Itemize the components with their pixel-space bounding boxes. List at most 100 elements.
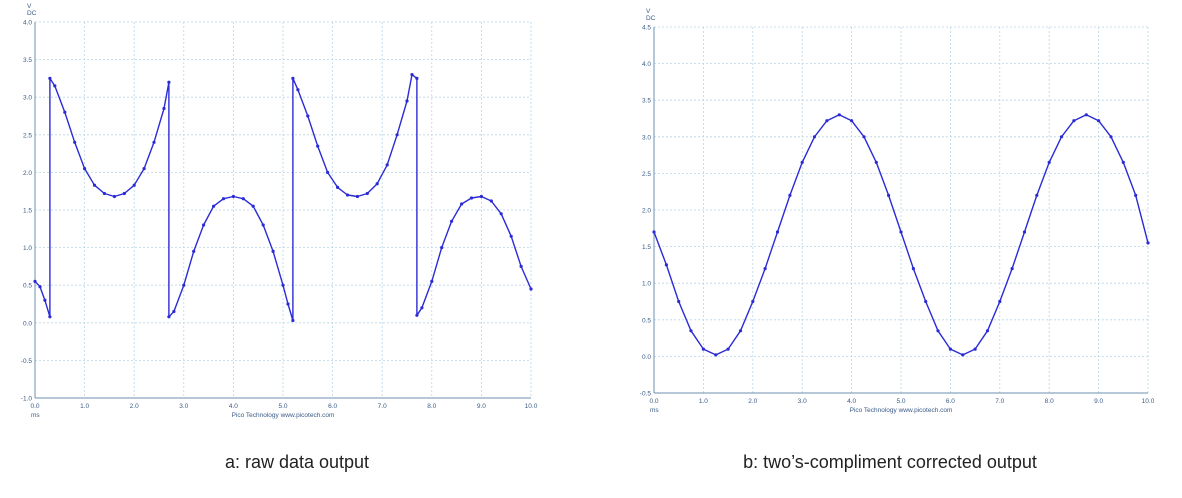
data-point: [519, 264, 523, 268]
data-point: [1047, 160, 1051, 164]
data-point: [395, 133, 399, 137]
data-point: [1121, 160, 1125, 164]
data-point: [316, 144, 320, 148]
x-tick-label: 3.0: [798, 398, 807, 405]
data-point: [837, 113, 841, 117]
data-point: [440, 246, 444, 250]
data-point: [874, 160, 878, 164]
y-tick-label: 0.5: [642, 317, 651, 324]
data-point: [38, 285, 42, 289]
y-tick-label: 2.0: [642, 208, 651, 215]
data-point: [102, 191, 106, 196]
y-tick-label: 3.5: [642, 98, 651, 105]
data-point: [973, 347, 977, 351]
x-tick-label: 6.0: [328, 403, 337, 410]
data-point: [911, 267, 916, 271]
x-tick-label: 2.0: [748, 398, 757, 405]
y-unit-label: V: [27, 3, 32, 10]
data-point: [73, 140, 77, 144]
y-tick-label: 2.5: [23, 132, 32, 139]
data-point: [271, 249, 275, 253]
data-point: [899, 230, 903, 234]
data-point: [788, 193, 792, 197]
data-point: [450, 219, 454, 223]
x-tick-label: 7.0: [995, 398, 1004, 405]
data-point: [405, 99, 409, 103]
data-point: [326, 170, 330, 174]
data-point: [286, 302, 290, 306]
data-point: [998, 299, 1002, 304]
y-tick-label: 1.5: [642, 244, 651, 251]
data-point: [83, 167, 87, 171]
y-tick-label: 1.0: [23, 245, 32, 252]
data-point: [167, 80, 171, 84]
data-point: [162, 106, 166, 111]
footer-label: Pico Technology www.picotech.com: [850, 407, 953, 414]
x-tick-label: 10.0: [1142, 398, 1155, 405]
data-point: [192, 249, 196, 253]
data-point: [306, 114, 310, 118]
caption-corrected: b: two’s-compliment corrected output: [743, 452, 1037, 472]
y-tick-label: 2.5: [642, 171, 651, 178]
x-tick-label: 1.0: [699, 398, 708, 405]
data-point: [167, 315, 171, 319]
data-point: [345, 193, 350, 197]
data-point: [415, 313, 419, 317]
y-tick-label: 4.0: [23, 20, 32, 27]
data-point: [1010, 267, 1014, 271]
x-unit-label: ms: [650, 407, 659, 414]
data-point: [336, 185, 340, 189]
data-point: [112, 194, 116, 199]
caption-raw-data: a: raw data output: [224, 452, 370, 472]
data-point: [385, 163, 389, 167]
x-tick-label: 0.0: [649, 398, 658, 405]
y-tick-label: 3.0: [642, 134, 651, 141]
data-point: [1146, 241, 1150, 245]
data-point: [924, 299, 928, 304]
y-tick-label: 3.5: [23, 57, 32, 64]
data-point: [1134, 193, 1138, 197]
x-tick-label: 3.0: [179, 403, 188, 410]
data-point: [677, 299, 681, 304]
x-tick-label: 8.0: [427, 403, 436, 410]
data-point: [664, 263, 669, 267]
data-point: [763, 267, 767, 271]
data-point: [961, 353, 965, 357]
x-tick-label: 9.0: [1094, 398, 1103, 405]
y-tick-label: 4.5: [642, 25, 651, 32]
x-tick-label: 10.0: [525, 403, 538, 410]
x-tick-label: 7.0: [378, 403, 387, 410]
data-point: [251, 204, 255, 208]
data-point: [1059, 135, 1064, 139]
y-tick-label: 2.0: [23, 170, 32, 177]
x-tick-label: 4.0: [229, 403, 238, 410]
series-line: [653, 114, 1149, 356]
data-point: [122, 191, 126, 196]
data-point: [63, 110, 67, 114]
y-unit-label: DC: [27, 10, 37, 17]
data-point: [825, 119, 829, 123]
data-point: [499, 212, 503, 216]
y-unit-label: DC: [646, 15, 656, 22]
data-point: [509, 234, 513, 238]
data-point: [132, 183, 136, 187]
data-point: [1035, 193, 1039, 197]
x-tick-label: 5.0: [896, 398, 905, 405]
chart-raw-data: -1.0 -0.5 0.0 0.5 1.0 1.5 2.0 2.5 3.0 3.5 4.0 0.0 1.…: [21, 3, 538, 419]
x-unit-label: ms: [31, 412, 40, 419]
data-point: [221, 197, 226, 201]
chart-corrected: -0.50.00.51.01.52.02.53.03.54.04.50.0 1.0…: [640, 8, 1155, 414]
x-tick-label: 9.0: [477, 403, 486, 410]
data-point: [43, 298, 47, 302]
data-point: [751, 299, 755, 304]
y-tick-label: 4.0: [642, 61, 651, 68]
data-point: [479, 194, 483, 199]
y-tick-label: 3.0: [23, 95, 32, 102]
x-tick-label: 2.0: [130, 403, 139, 410]
data-point: [948, 347, 953, 351]
data-point: [355, 194, 359, 199]
y-tick-label: 0.5: [23, 283, 32, 290]
data-point: [726, 347, 730, 351]
y-tick-label: -1.0: [21, 396, 33, 403]
